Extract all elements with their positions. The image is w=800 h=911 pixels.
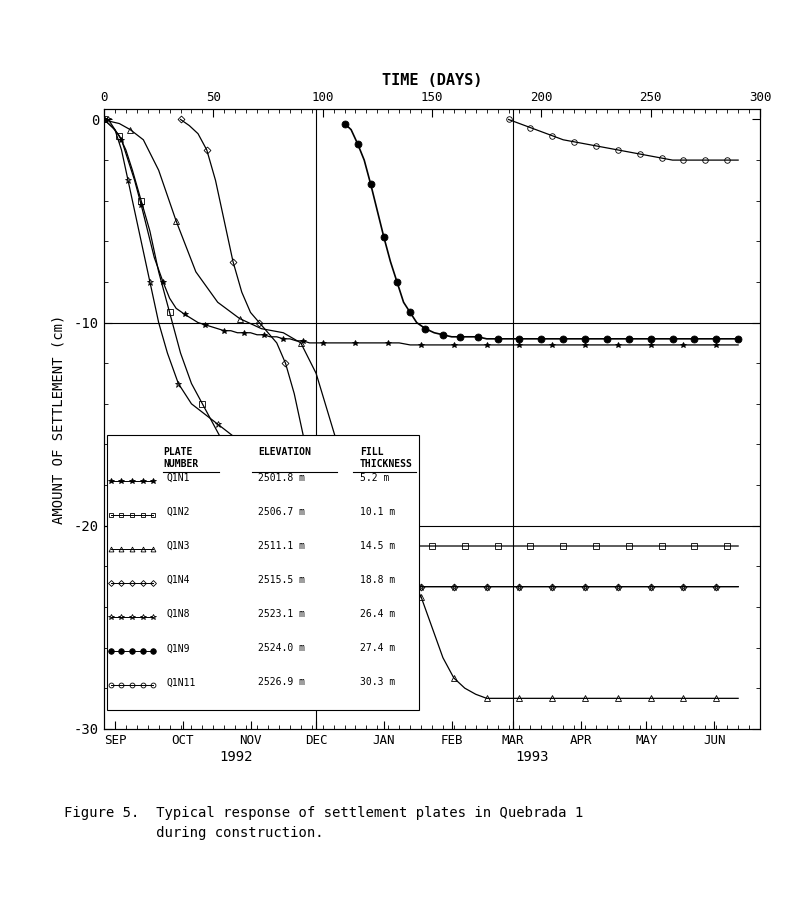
Text: 2511.1 m: 2511.1 m <box>258 541 305 551</box>
Text: Figure 5.  Typical response of settlement plates in Quebrada 1: Figure 5. Typical response of settlement… <box>64 806 583 820</box>
Text: 18.8 m: 18.8 m <box>360 575 395 585</box>
Text: 5.2 m: 5.2 m <box>360 473 390 483</box>
Text: 2501.8 m: 2501.8 m <box>258 473 305 483</box>
Text: 1993: 1993 <box>515 750 549 763</box>
X-axis label: TIME (DAYS): TIME (DAYS) <box>382 73 482 87</box>
Text: 2523.1 m: 2523.1 m <box>258 609 305 619</box>
Text: Q1N9: Q1N9 <box>166 643 190 653</box>
Text: 2515.5 m: 2515.5 m <box>258 575 305 585</box>
Text: PLATE
NUMBER: PLATE NUMBER <box>163 447 198 468</box>
Text: Q1N3: Q1N3 <box>166 541 190 551</box>
Text: 2506.7 m: 2506.7 m <box>258 507 305 517</box>
Text: 14.5 m: 14.5 m <box>360 541 395 551</box>
FancyBboxPatch shape <box>107 435 419 711</box>
Text: 27.4 m: 27.4 m <box>360 643 395 653</box>
Text: 30.3 m: 30.3 m <box>360 678 395 687</box>
Text: Q1N4: Q1N4 <box>166 575 190 585</box>
Text: 26.4 m: 26.4 m <box>360 609 395 619</box>
Text: ELEVATION: ELEVATION <box>258 447 311 457</box>
Text: 2526.9 m: 2526.9 m <box>258 678 305 687</box>
Text: Q1N1: Q1N1 <box>166 473 190 483</box>
Text: 10.1 m: 10.1 m <box>360 507 395 517</box>
Text: during construction.: during construction. <box>64 826 324 840</box>
Text: FILL
THICKNESS: FILL THICKNESS <box>360 447 413 468</box>
Text: 1992: 1992 <box>219 750 253 763</box>
Text: Q1N8: Q1N8 <box>166 609 190 619</box>
Text: 2524.0 m: 2524.0 m <box>258 643 305 653</box>
Text: Q1N2: Q1N2 <box>166 507 190 517</box>
Y-axis label: AMOUNT OF SETTLEMENT (cm): AMOUNT OF SETTLEMENT (cm) <box>52 314 66 524</box>
Text: Q1N11: Q1N11 <box>166 678 196 687</box>
